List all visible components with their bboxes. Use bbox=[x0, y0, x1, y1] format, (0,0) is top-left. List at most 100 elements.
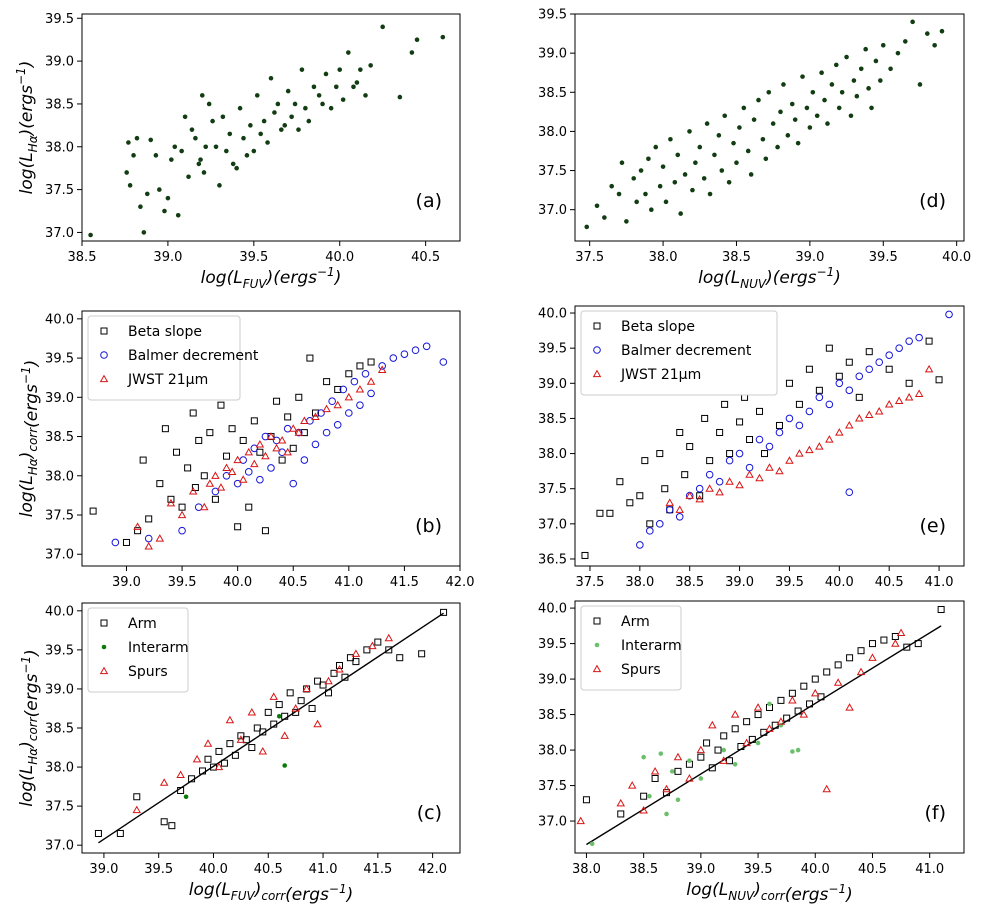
data-point bbox=[891, 639, 900, 647]
panel-c: 39.0 39.5 40.0 40.5 41.0 41.5 42.0 37.0 37.5 38.0… bbox=[17, 602, 461, 905]
data-point bbox=[682, 172, 688, 177]
data-point bbox=[273, 397, 281, 405]
data-point bbox=[725, 456, 734, 465]
legend-marker bbox=[100, 327, 108, 335]
series-balmer-decrement bbox=[636, 310, 953, 549]
axis-label-part: −1 bbox=[19, 656, 33, 674]
panel-d: 37.5 38.0 38.5 39.0 39.5 40.0 37.0 37.5 38.0 38.5… bbox=[538, 8, 971, 292]
data-point bbox=[781, 82, 786, 87]
data-point bbox=[296, 127, 301, 132]
data-point bbox=[167, 495, 175, 503]
data-point bbox=[765, 442, 774, 451]
data-point bbox=[278, 456, 286, 464]
y-tick-label: 40.0 bbox=[45, 604, 74, 619]
data-point bbox=[825, 400, 834, 409]
data-point bbox=[675, 797, 681, 803]
data-point bbox=[896, 628, 906, 637]
axis-label-part: ) bbox=[844, 885, 853, 905]
data-point bbox=[186, 174, 191, 180]
data-point bbox=[244, 447, 254, 456]
axis-label-part: −1 bbox=[828, 882, 846, 896]
data-point bbox=[903, 643, 911, 651]
data-point bbox=[89, 507, 97, 515]
data-point bbox=[705, 470, 714, 479]
data-point bbox=[259, 728, 267, 736]
data-point bbox=[155, 534, 165, 542]
data-point bbox=[800, 74, 805, 79]
data-point bbox=[855, 393, 863, 401]
data-point bbox=[256, 448, 264, 456]
data-point bbox=[409, 50, 415, 55]
data-point bbox=[237, 732, 245, 740]
y-axis-label: log(LHα)corr(ergs−1) bbox=[17, 649, 42, 807]
data-point bbox=[189, 409, 197, 417]
data-point bbox=[868, 640, 876, 648]
data-point bbox=[736, 418, 744, 426]
data-point bbox=[314, 677, 322, 685]
data-point bbox=[228, 425, 236, 433]
data-point bbox=[177, 510, 187, 519]
data-point bbox=[374, 638, 382, 646]
data-point bbox=[191, 484, 199, 492]
data-point bbox=[258, 131, 263, 137]
data-point bbox=[721, 400, 729, 408]
data-point bbox=[657, 183, 663, 189]
axis-label-part: Hα bbox=[26, 135, 40, 152]
data-point bbox=[225, 715, 235, 724]
data-point bbox=[760, 136, 766, 142]
data-point bbox=[865, 365, 874, 374]
data-point bbox=[678, 211, 683, 216]
data-point bbox=[863, 46, 868, 52]
data-point bbox=[745, 463, 754, 472]
data-point bbox=[210, 118, 215, 124]
y-tick-label: 37.5 bbox=[45, 183, 74, 198]
data-point bbox=[766, 89, 772, 95]
data-point bbox=[925, 31, 930, 36]
data-point bbox=[839, 89, 845, 95]
data-point bbox=[279, 127, 284, 132]
data-point bbox=[217, 401, 225, 409]
data-point bbox=[864, 410, 874, 419]
data-point bbox=[857, 647, 865, 655]
data-point bbox=[175, 213, 181, 218]
data-point bbox=[675, 505, 684, 513]
y-tick-label: 39.5 bbox=[538, 342, 567, 357]
data-point bbox=[584, 224, 590, 230]
data-point bbox=[726, 179, 732, 185]
data-point bbox=[776, 717, 786, 725]
y-tick-label: 40.0 bbox=[538, 307, 567, 322]
axis-label-part: (ergs bbox=[285, 885, 329, 905]
data-point bbox=[220, 759, 228, 767]
data-point bbox=[261, 451, 270, 460]
data-point bbox=[236, 735, 246, 743]
plot-frame bbox=[81, 310, 461, 567]
axis-label-part: ) bbox=[345, 885, 354, 905]
data-point bbox=[725, 757, 733, 765]
x-tick-label: 41.0 bbox=[915, 862, 944, 877]
data-point bbox=[297, 697, 305, 705]
data-point bbox=[856, 667, 866, 676]
data-point bbox=[281, 712, 289, 720]
data-point bbox=[616, 798, 626, 807]
data-point bbox=[756, 97, 761, 103]
legend-marker bbox=[101, 644, 107, 650]
data-point bbox=[735, 449, 744, 458]
data-point bbox=[634, 199, 639, 205]
data-point bbox=[914, 640, 922, 648]
data-point bbox=[662, 784, 671, 793]
series-arm bbox=[94, 608, 448, 837]
data-point bbox=[418, 650, 426, 658]
data-point bbox=[144, 534, 153, 543]
data-point bbox=[269, 692, 278, 700]
data-point bbox=[845, 386, 854, 395]
data-point bbox=[805, 407, 814, 416]
data-point bbox=[248, 123, 253, 128]
legend-marker bbox=[593, 617, 601, 625]
data-point bbox=[363, 93, 368, 98]
data-point bbox=[795, 400, 803, 408]
data-point bbox=[626, 499, 634, 507]
data-point bbox=[616, 478, 624, 486]
data-point bbox=[756, 407, 764, 415]
series-spurs bbox=[576, 628, 906, 825]
